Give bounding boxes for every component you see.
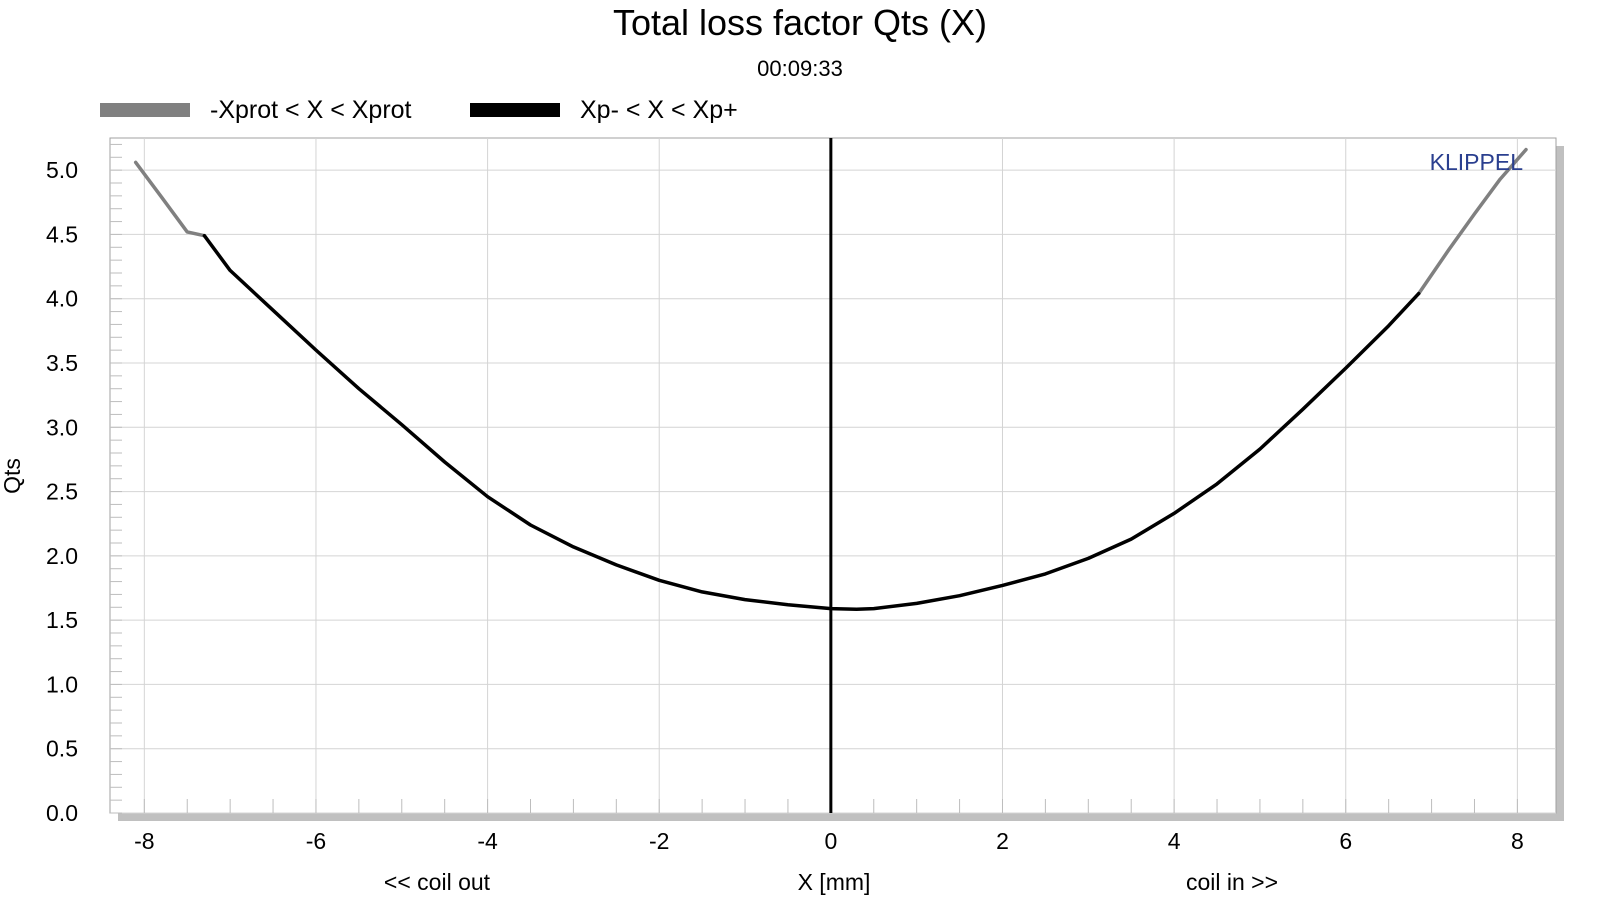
y-tick-label: 4.0 <box>46 286 78 312</box>
x-tick-label: 4 <box>1168 828 1181 854</box>
y-tick-label: 4.5 <box>46 221 78 247</box>
chart-subtitle: 00:09:33 <box>757 56 843 81</box>
brand-watermark: KLIPPEL <box>1430 149 1524 175</box>
legend-label-xp: Xp- < X < Xp+ <box>580 96 738 124</box>
y-tick-label: 3.5 <box>46 350 78 376</box>
plot-frame <box>109 137 1557 814</box>
x-tick-label: 8 <box>1511 828 1524 854</box>
x-tick-label: 6 <box>1339 828 1352 854</box>
x-tick-label: -4 <box>477 828 498 854</box>
chart-title: Total loss factor Qts (X) <box>613 2 987 43</box>
legend-swatch-xprot <box>100 103 190 117</box>
legend-label-xprot: -Xprot < X < Xprot <box>210 96 412 124</box>
x-axis-label: X [mm] <box>798 869 871 895</box>
y-tick-label: 0.5 <box>46 736 78 762</box>
series-line-xprot-right <box>1416 147 1528 296</box>
x-tick-label: 2 <box>996 828 1009 854</box>
grid <box>110 138 1556 814</box>
legend: -Xprot < X < Xprot Xp- < X < Xp+ <box>100 96 738 124</box>
x-tick-labels: -8 -6 -4 -2 0 2 4 6 8 <box>134 828 1524 854</box>
y-tick-labels: 0.0 0.5 1.0 1.5 2.0 2.5 3.0 3.5 4.0 4.5 5.0 <box>46 157 78 826</box>
x-axis-label-coil-in: coil in >> <box>1186 869 1278 895</box>
x-tick-label: -8 <box>134 828 154 854</box>
y-tick-label: 2.0 <box>46 543 78 569</box>
x-tick-label: -2 <box>649 828 669 854</box>
legend-swatch-xp <box>470 103 560 117</box>
y-axis-label: Qts <box>0 458 25 494</box>
x-tick-label: -6 <box>306 828 326 854</box>
minor-ticks <box>110 143 1518 814</box>
x-tick-label: 0 <box>824 828 837 854</box>
x-axis-label-coil-out: << coil out <box>384 869 491 895</box>
y-tick-label: 5.0 <box>46 157 78 183</box>
y-tick-label: 3.0 <box>46 414 78 440</box>
y-tick-label: 2.5 <box>46 479 78 505</box>
y-tick-label: 0.0 <box>46 800 78 826</box>
series-line-xprot-left <box>133 160 207 238</box>
y-tick-label: 1.0 <box>46 671 78 697</box>
y-tick-label: 1.5 <box>46 607 78 633</box>
